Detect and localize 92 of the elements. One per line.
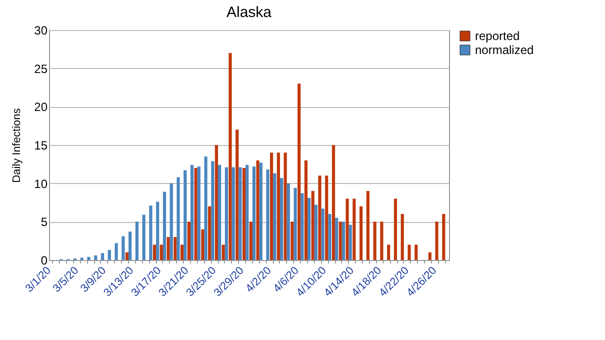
bar (273, 173, 276, 260)
bar (259, 162, 262, 260)
bar (94, 255, 98, 260)
bar (321, 208, 324, 260)
bar (170, 183, 173, 260)
bar (197, 166, 200, 260)
bar (366, 191, 370, 260)
bar (256, 160, 260, 260)
bar (442, 214, 446, 260)
bar (300, 193, 304, 260)
bar (228, 53, 232, 260)
bar (187, 222, 190, 260)
bar (352, 198, 356, 260)
bar (214, 145, 218, 260)
bar (194, 168, 198, 260)
bar (408, 244, 411, 260)
bar (142, 214, 146, 260)
y-tick-label: 0 (40, 254, 48, 268)
bar (311, 191, 314, 260)
bar (204, 156, 208, 260)
bar (125, 252, 129, 260)
bar (266, 170, 270, 260)
bar (242, 168, 246, 260)
bar (373, 222, 376, 260)
bar (252, 166, 256, 260)
bar (108, 250, 111, 260)
chart-title: Alaska (226, 4, 272, 21)
bar (332, 145, 336, 260)
bar (342, 222, 346, 260)
bar (184, 170, 187, 260)
bar (435, 222, 438, 260)
bar (122, 236, 125, 260)
bar (290, 222, 294, 260)
bar (87, 256, 90, 260)
bar (284, 152, 287, 260)
y-tick-label: 30 (34, 24, 48, 38)
bar (166, 237, 170, 260)
bar (338, 222, 342, 260)
legend-label: normalized (475, 43, 534, 57)
bar (325, 176, 328, 260)
y-tick-label: 20 (34, 100, 48, 114)
y-tick-label: 15 (34, 138, 48, 152)
bar (211, 161, 214, 260)
bar (387, 244, 390, 260)
bar (394, 198, 398, 260)
bar (280, 178, 284, 260)
bar (380, 222, 384, 260)
bar (128, 232, 132, 260)
bar (414, 244, 418, 260)
bar (135, 222, 138, 260)
bar (174, 237, 177, 260)
bar (222, 244, 225, 260)
y-axis-title: Daily Infections (11, 108, 24, 183)
y-tick-label: 25 (34, 62, 48, 76)
bar (328, 214, 332, 260)
bar (335, 218, 338, 260)
bar (360, 206, 363, 260)
bar (114, 243, 118, 260)
bar (314, 204, 318, 260)
bar (346, 198, 349, 260)
bar (286, 183, 290, 260)
bar (180, 244, 184, 260)
legend-label: reported (475, 29, 520, 43)
bar (308, 198, 311, 260)
bar (236, 130, 239, 260)
bar (270, 152, 274, 260)
bar (149, 206, 152, 260)
bar (232, 167, 235, 260)
bar (100, 253, 104, 260)
bar (400, 214, 404, 260)
bar (176, 177, 180, 260)
bar (156, 202, 160, 260)
bar (428, 252, 432, 260)
bar (218, 164, 222, 260)
bar (276, 152, 280, 260)
y-tick-label: 5 (40, 215, 48, 230)
bar (224, 167, 228, 260)
bar (152, 244, 156, 260)
bar (294, 188, 297, 260)
bar (238, 167, 242, 260)
bar (318, 176, 322, 260)
bar (190, 164, 194, 260)
bar (201, 229, 204, 260)
bar (208, 206, 212, 260)
bar (298, 84, 301, 260)
bar (348, 224, 352, 260)
bar (304, 160, 308, 260)
bar (249, 222, 252, 260)
bar (162, 192, 166, 260)
bar (246, 164, 249, 260)
y-tick-label: 10 (34, 176, 48, 191)
bar (160, 244, 163, 260)
